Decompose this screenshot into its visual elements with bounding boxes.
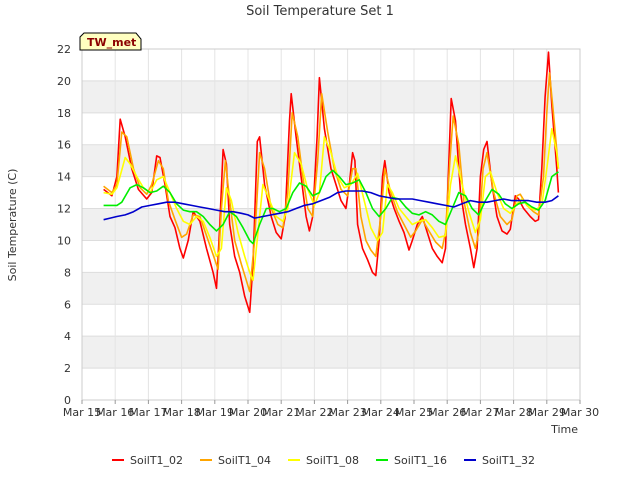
site-badge-label: TW_met <box>87 36 136 49</box>
legend-label: SoilT1_08 <box>306 454 359 467</box>
x-tick-label: Mar 23 <box>328 406 366 419</box>
x-tick-label: Mar 16 <box>96 406 134 419</box>
legend-label: SoilT1_04 <box>218 454 271 467</box>
y-tick-label: 0 <box>64 394 71 407</box>
x-tick-label: Mar 19 <box>196 406 234 419</box>
chart-title: Soil Temperature Set 1 <box>246 4 394 19</box>
y-tick-label: 16 <box>57 139 71 152</box>
y-tick-labels: 0 2 4 6 8 10 12 14 16 18 20 22 <box>57 43 71 407</box>
site-badge: TW_met <box>79 32 142 51</box>
series-line-soilt1-16 <box>103 169 559 245</box>
plot-band <box>82 272 580 305</box>
y-tick-label: 18 <box>57 107 71 120</box>
series-line-soilt1-08 <box>103 128 560 282</box>
plot-background <box>82 49 580 400</box>
x-tick-label: Mar 15 <box>63 406 101 419</box>
x-tick-label: Mar 24 <box>362 406 400 419</box>
x-tick-label: Mar 25 <box>395 406 433 419</box>
plot-band <box>82 336 580 369</box>
y-tick-label: 20 <box>57 75 71 88</box>
x-tick-label: Mar 18 <box>162 406 200 419</box>
x-tick-label: Mar 22 <box>295 406 333 419</box>
series-line-soilt1-04 <box>103 72 560 293</box>
x-axis-label: Time <box>550 423 578 436</box>
y-tick-label: 2 <box>64 362 71 375</box>
legend-label: SoilT1_32 <box>482 454 535 467</box>
y-tick-label: 14 <box>57 171 71 184</box>
y-tick-label: 12 <box>57 203 71 216</box>
plot-band <box>82 80 580 113</box>
plot-frame <box>81 48 581 401</box>
y-tick-label: 8 <box>64 266 71 279</box>
legend-label: SoilT1_02 <box>130 454 183 467</box>
legend: SoilT1_02 SoilT1_04 SoilT1_08 SoilT1_16 Soil… <box>112 454 535 467</box>
legend-label: SoilT1_16 <box>394 454 447 467</box>
y-tick-label: 6 <box>64 298 71 311</box>
y-axis-label: Soil Temperature (C) <box>6 169 19 282</box>
site-badge-box <box>79 32 142 51</box>
y-tick-label: 4 <box>64 330 71 343</box>
x-tick-label: Mar 21 <box>262 406 300 419</box>
x-tick-label: Mar 30 <box>561 406 599 419</box>
x-tick-label: Mar 29 <box>528 406 566 419</box>
series-line-soilt1-32 <box>103 190 559 221</box>
y-tick-label: 10 <box>57 234 71 247</box>
x-tick-label: Mar 27 <box>461 406 499 419</box>
x-tick-label: Mar 28 <box>494 406 532 419</box>
x-tick-label: Mar 26 <box>428 406 466 419</box>
data-series <box>103 51 560 314</box>
axes <box>81 48 581 401</box>
x-tick-label: Mar 20 <box>229 406 267 419</box>
y-tick-label: 22 <box>57 43 71 56</box>
x-tick-label: Mar 17 <box>129 406 167 419</box>
plot-band <box>82 208 580 241</box>
